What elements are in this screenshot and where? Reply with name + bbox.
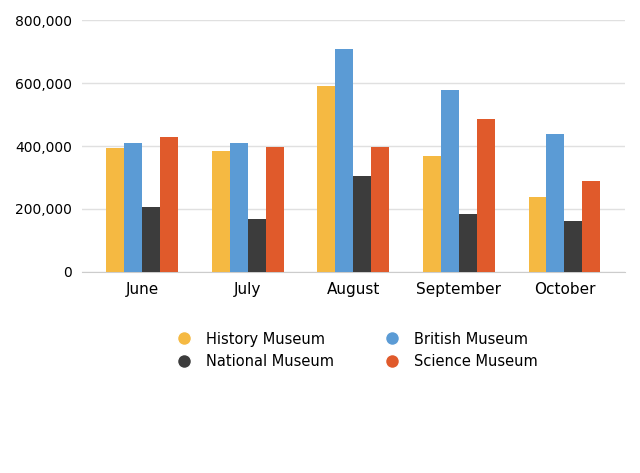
Bar — [230, 143, 248, 272]
Legend: History Museum, National Museum, British Museum, Science Museum: History Museum, National Museum, British… — [162, 324, 545, 376]
Bar — [248, 219, 266, 272]
Bar — [317, 87, 335, 272]
Bar — [160, 137, 178, 272]
Bar — [266, 147, 284, 272]
Bar — [529, 197, 547, 272]
Bar — [142, 207, 160, 272]
Bar — [371, 147, 389, 272]
Bar — [564, 221, 582, 272]
Bar — [582, 181, 600, 272]
Bar — [423, 156, 441, 272]
Bar — [547, 134, 564, 272]
Bar — [212, 151, 230, 272]
Bar — [441, 90, 459, 272]
Bar — [353, 176, 371, 272]
Bar — [477, 119, 495, 272]
Bar — [106, 148, 124, 272]
Bar — [124, 143, 142, 272]
Bar — [335, 49, 353, 272]
Bar — [459, 214, 477, 272]
